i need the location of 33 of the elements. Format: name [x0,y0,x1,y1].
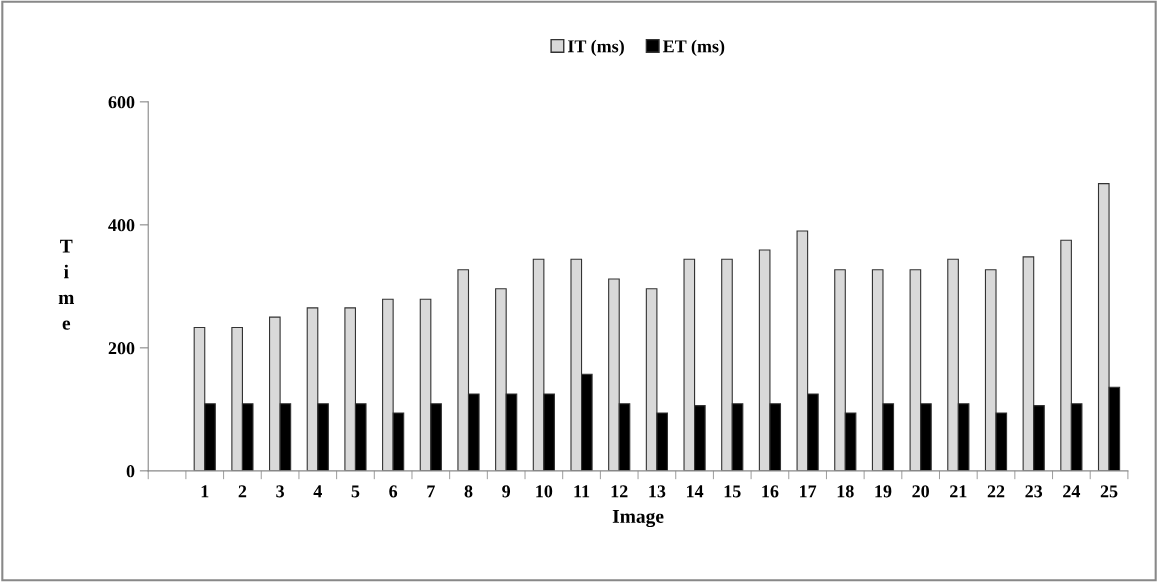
x-tick-label: 17 [800,485,817,498]
x-tick-label: 10 [536,485,553,498]
x-tick-label: 13 [649,485,666,498]
x-tick-label: 14 [687,485,704,498]
x-tick-label: 1 [201,485,209,498]
x-tick-label: 9 [502,485,511,498]
x-tick-label: 23 [1025,485,1043,498]
y-axis-title: Time [58,239,75,330]
x-tick-label: 2 [238,485,247,498]
x-tick-label: 24 [1063,485,1081,498]
x-tick-label: 21 [950,485,967,498]
y-tick-label: 200 [108,342,135,355]
y-tick-label: 0 [126,465,135,478]
x-tick-label: 12 [611,485,628,498]
legend-label: ET (ms) [662,39,725,57]
x-tick-label: 19 [875,485,892,498]
y-tick-label: 600 [108,96,135,109]
x-tick-label: 4 [313,485,322,498]
x-axis-title: Image [612,510,664,528]
x-tick-label: 11 [574,485,590,498]
x-tick-label: 22 [987,485,1005,498]
x-tick-label: 5 [351,485,360,498]
x-tick-label: 15 [724,485,741,498]
legend-label: IT (ms) [567,39,624,57]
x-tick-label: 6 [389,485,398,498]
x-tick-label: 20 [912,485,929,498]
x-tick-label: 18 [837,485,854,498]
x-tick-label: 7 [427,485,435,498]
y-tick-label: 400 [108,219,135,232]
x-tick-label: 16 [762,485,779,498]
x-tick-label: 25 [1100,485,1118,498]
x-tick-label: 8 [464,485,473,498]
x-tick-label: 3 [276,485,284,498]
